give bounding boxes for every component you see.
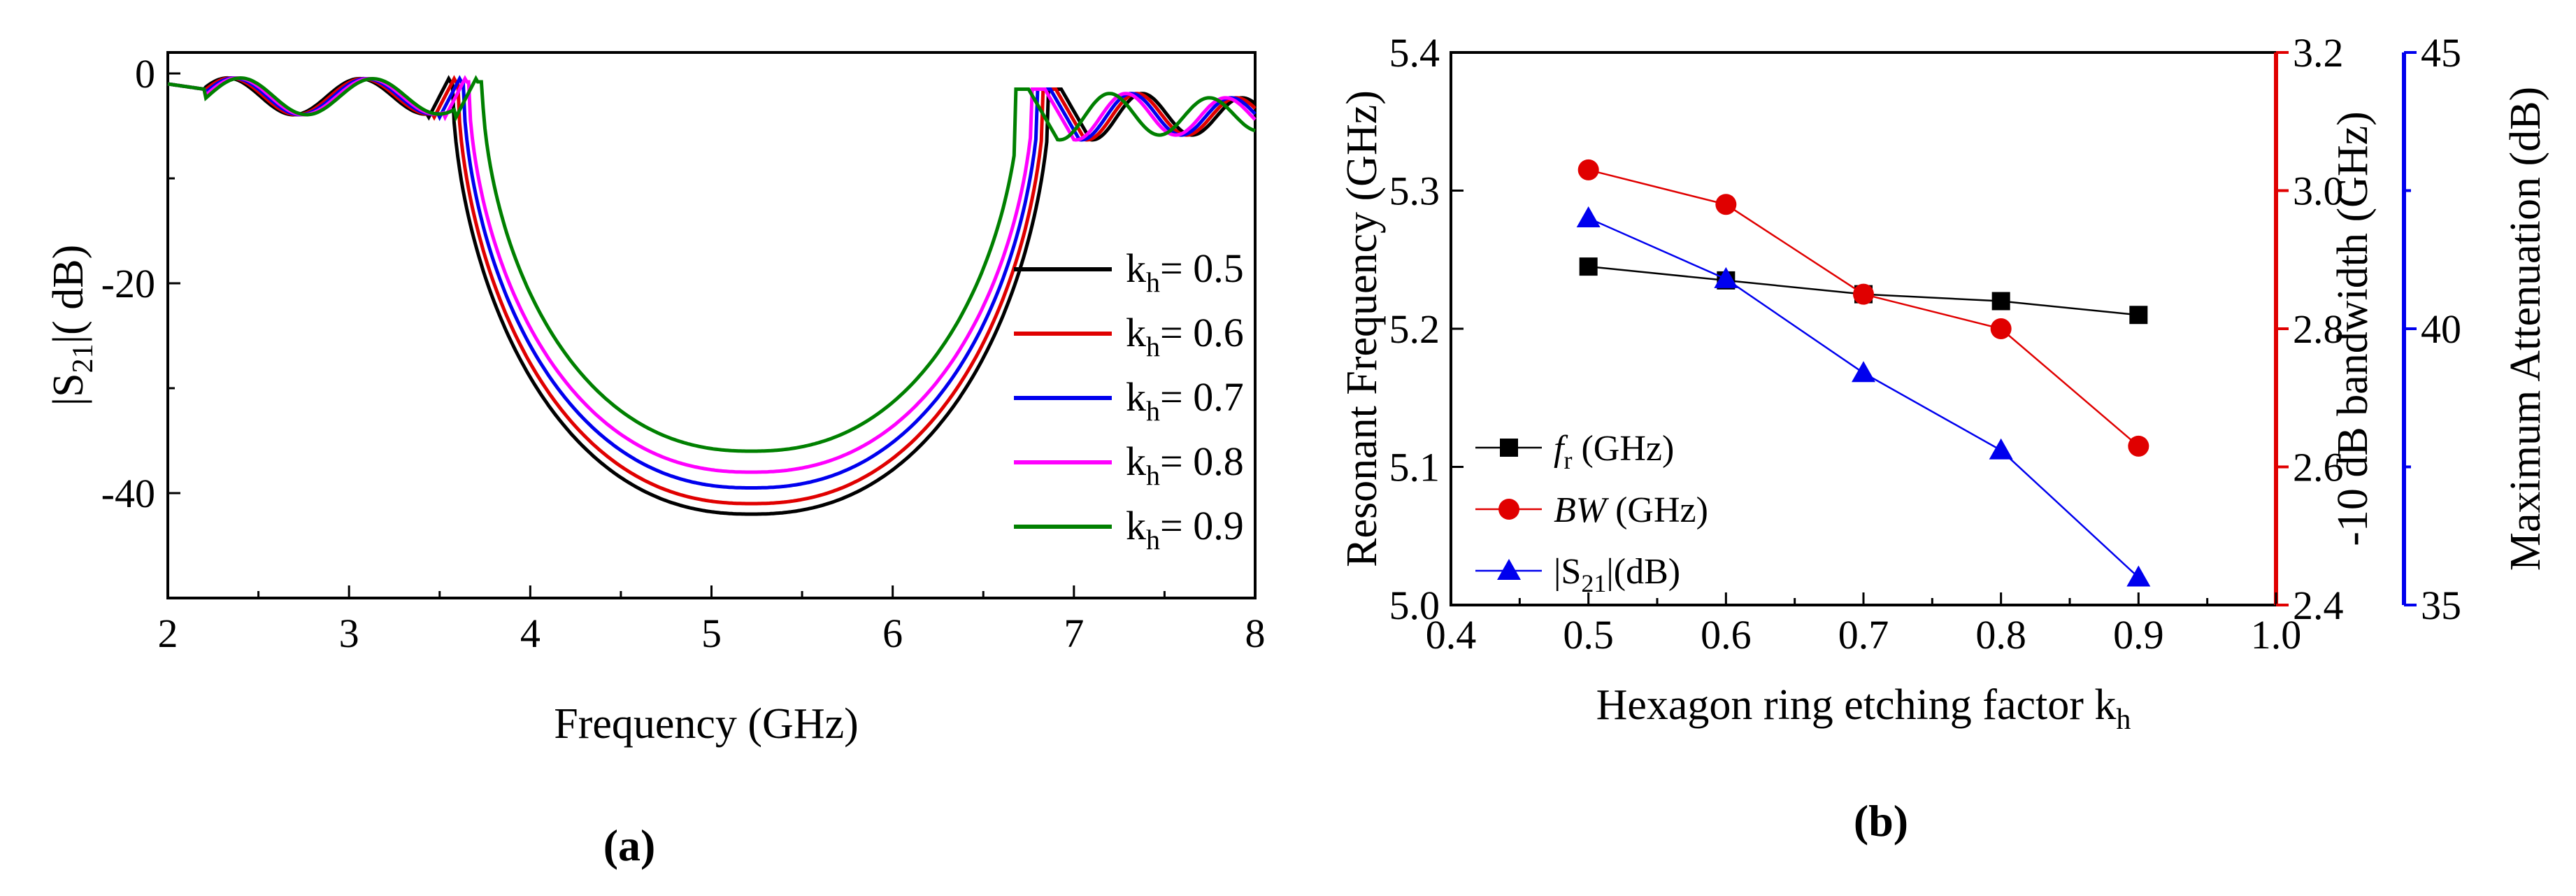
b-legend-label: fr (GHz) — [1554, 429, 1674, 474]
panel-a-x-ticks: 2 3 4 5 6 7 8 — [158, 585, 1266, 656]
b-left-tick-label: 5.0 — [1389, 583, 1440, 628]
a-legend-label: kh= 0.7 — [1126, 374, 1244, 427]
b-marker-circle — [1990, 318, 2012, 339]
b-x-tick-label: 0.5 — [1563, 612, 1614, 657]
b-x-tick-label: 0.9 — [2113, 612, 2164, 657]
b-marker-square — [1579, 257, 1598, 276]
panel-b-bandwidth-axis-label: -10 dB bandwidth (GHz) — [2329, 111, 2377, 546]
b-marker-circle — [1853, 283, 1874, 305]
panel-a-caption: (a) — [603, 820, 656, 870]
b-marker-triangle — [1989, 438, 2013, 460]
a-y-tick-label: 0 — [135, 51, 155, 97]
b-left-tick-label: 5.4 — [1389, 30, 1440, 76]
b-marker-triangle — [1576, 206, 1601, 227]
panel-a-x-label: Frequency (GHz) — [554, 700, 859, 748]
b-x-tick-label: 0.8 — [1975, 612, 2026, 657]
panel-b-attenuation-axis-label: Maximum Attenuation (dB) — [2502, 87, 2549, 571]
b-attenuation-tick-label: 40 — [2421, 306, 2461, 352]
b-x-tick-label: 0.6 — [1701, 612, 1752, 657]
a-x-tick-label: 8 — [1245, 611, 1266, 656]
a-legend-label: kh= 0.5 — [1126, 246, 1244, 298]
panel-b-x-label: Hexagon ring etching factor kh — [1596, 681, 2131, 736]
panel-a-series — [167, 75, 1257, 516]
b-x-tick-label: 0.4 — [1426, 612, 1477, 657]
panel-b-left-axis-label: Resonant Frequency (GHz) — [1338, 90, 1386, 567]
b-legend-label: |S21|(dB) — [1554, 552, 1680, 597]
panel-b-caption: (b) — [1854, 796, 1908, 846]
panel-b-left-ticks: 5.0 5.1 5.2 5.3 5.4 — [1389, 30, 1464, 628]
a-x-tick-label: 7 — [1064, 611, 1084, 656]
b-marker-square — [2129, 306, 2148, 325]
b-attenuation-tick-label: 45 — [2421, 30, 2461, 76]
a-series-line — [167, 75, 1256, 453]
panel-b-bandwidth-ticks: 2.4 2.6 2.8 3.0 3.2 — [2276, 30, 2344, 628]
b-marker-circle — [2128, 435, 2149, 457]
b-left-tick-label: 5.3 — [1389, 169, 1440, 214]
b-bandwidth-tick-label: 3.2 — [2293, 30, 2344, 76]
b-series-line — [1588, 169, 2140, 447]
b-marker-triangle — [1714, 266, 1738, 288]
panel-a-y-ticks: 0 -20 -40 — [101, 51, 180, 516]
a-legend-label: kh= 0.9 — [1126, 503, 1244, 555]
panel-b-legend: fr (GHz) BW (GHz) |S21|(dB) — [1475, 429, 1708, 597]
a-x-tick-label: 5 — [701, 611, 722, 656]
b-bandwidth-tick-label: 2.6 — [2293, 445, 2344, 490]
a-y-tick-label: -20 — [101, 261, 155, 306]
panel-b: 0.4 0.5 0.6 0.7 0.8 0.9 1.0 5.0 5.1 5.2 5.3 5.4 2.… — [1338, 30, 2549, 846]
b-left-tick-label: 5.2 — [1389, 306, 1440, 352]
b-x-tick-label: 1.0 — [2251, 612, 2302, 657]
b-marker-circle — [1715, 194, 1737, 215]
b-marker-triangle — [1852, 361, 1875, 383]
a-series-line — [167, 75, 1257, 506]
b-legend-marker — [1500, 439, 1518, 457]
a-x-tick-label: 4 — [520, 611, 541, 656]
b-left-tick-label: 5.1 — [1389, 445, 1440, 490]
a-legend-label: kh= 0.8 — [1126, 439, 1244, 491]
panel-a-y-label: |S21|( dB) — [45, 245, 99, 406]
panel-b-series — [1576, 159, 2151, 587]
panel-b-x-ticks: 0.4 0.5 0.6 0.7 0.8 0.9 1.0 — [1426, 592, 2302, 657]
a-legend-label: kh= 0.6 — [1126, 310, 1244, 362]
b-marker-circle — [1577, 159, 1599, 180]
b-legend-label: BW (GHz) — [1554, 490, 1708, 530]
a-x-tick-label: 3 — [339, 611, 359, 656]
b-attenuation-tick-label: 35 — [2421, 583, 2461, 628]
a-x-tick-label: 2 — [158, 611, 178, 656]
b-marker-square — [1991, 292, 2010, 311]
panel-b-attenuation-ticks: 35 40 45 — [2404, 30, 2461, 628]
panel-a-legend: kh= 0.5 kh= 0.6 kh= 0.7 kh= 0.8 kh= 0.9 — [1014, 246, 1244, 555]
b-marker-triangle — [2126, 565, 2151, 587]
b-legend-marker — [1497, 559, 1521, 580]
b-bandwidth-tick-label: 3.0 — [2293, 169, 2344, 214]
b-bandwidth-tick-label: 2.8 — [2293, 306, 2344, 352]
a-x-tick-label: 6 — [882, 611, 903, 656]
a-series-line — [167, 75, 1257, 474]
b-bandwidth-tick-label: 2.4 — [2293, 583, 2344, 628]
a-y-tick-label: -40 — [101, 471, 155, 516]
b-legend-marker — [1498, 499, 1519, 520]
b-x-tick-label: 0.7 — [1838, 612, 1889, 657]
